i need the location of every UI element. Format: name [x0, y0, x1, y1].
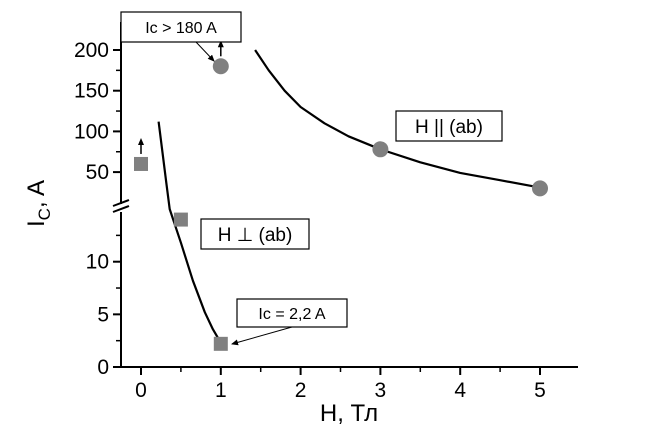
- y-ticks: 0 5 10 50 100 150 200: [74, 39, 121, 379]
- x-axis-title: H, Тл: [320, 400, 378, 427]
- svg-text:IC, A: IC, A: [23, 180, 54, 227]
- y-axis-title: IC, A: [23, 180, 54, 227]
- annotation-text: Ic = 2,2 A: [258, 306, 325, 323]
- axes: 0 1 2 3 4 5 0 5 10 50 100 150 200: [74, 22, 578, 402]
- annotation-ic-gt-180: Ic > 180 A: [120, 11, 242, 62]
- annotation-h-parallel: H || (ab): [395, 110, 503, 142]
- y-tick-label: 100: [74, 120, 109, 143]
- annotation-text: H || (ab): [415, 117, 483, 138]
- y-tick-label: 150: [74, 80, 109, 103]
- fit-curve-perpendicular: [157, 121, 222, 344]
- y-axis-title-subscript: C: [35, 208, 54, 220]
- lower-bound-arrow-head: [138, 137, 144, 145]
- annotation-box: [200, 218, 310, 250]
- fit-curves: [157, 49, 541, 344]
- y-axis-title-main: I: [23, 220, 50, 227]
- data-point-circle: [372, 141, 389, 158]
- y-tick-label: 200: [74, 39, 109, 62]
- y-tick-label: 50: [86, 161, 109, 184]
- y-tick-label: 10: [86, 251, 109, 274]
- x-tick-label: 4: [454, 379, 466, 402]
- data-point-circle: [212, 58, 229, 75]
- annotation-box: [236, 298, 348, 328]
- annotation-pointer: [195, 41, 215, 62]
- y-axis-title-suffix: , A: [23, 180, 50, 208]
- annotation-pointer: [231, 326, 293, 346]
- data-point-square: [134, 156, 148, 171]
- y-tick-label: 5: [97, 303, 109, 326]
- annotation-h-perpendicular: H ⊥ (ab): [200, 218, 310, 250]
- data-points: [134, 58, 548, 351]
- x-tick-label: 3: [375, 379, 387, 402]
- y-tick-label: 0: [97, 356, 109, 379]
- x-ticks: 0 1 2 3 4 5: [135, 367, 546, 402]
- axis-break-mark: [112, 199, 130, 213]
- x-tick-label: 1: [215, 379, 227, 402]
- annotation-ic-eq-2-2: Ic = 2,2 A: [231, 298, 348, 346]
- data-point-square: [213, 336, 228, 351]
- annotation-text: H ⊥ (ab): [218, 225, 293, 246]
- data-point-circle: [532, 180, 548, 197]
- fit-curve-parallel: [254, 49, 541, 189]
- lower-bound-arrow-head: [217, 40, 224, 48]
- x-tick-label: 5: [534, 379, 546, 402]
- lower-bound-arrows: [138, 40, 224, 154]
- x-tick-label: 2: [295, 379, 307, 402]
- annotation-box: [120, 11, 242, 43]
- data-point-square: [173, 212, 188, 227]
- annotation-box: [395, 110, 503, 142]
- annotation-text: Ic > 180 A: [145, 20, 217, 37]
- x-tick-label: 0: [135, 379, 147, 402]
